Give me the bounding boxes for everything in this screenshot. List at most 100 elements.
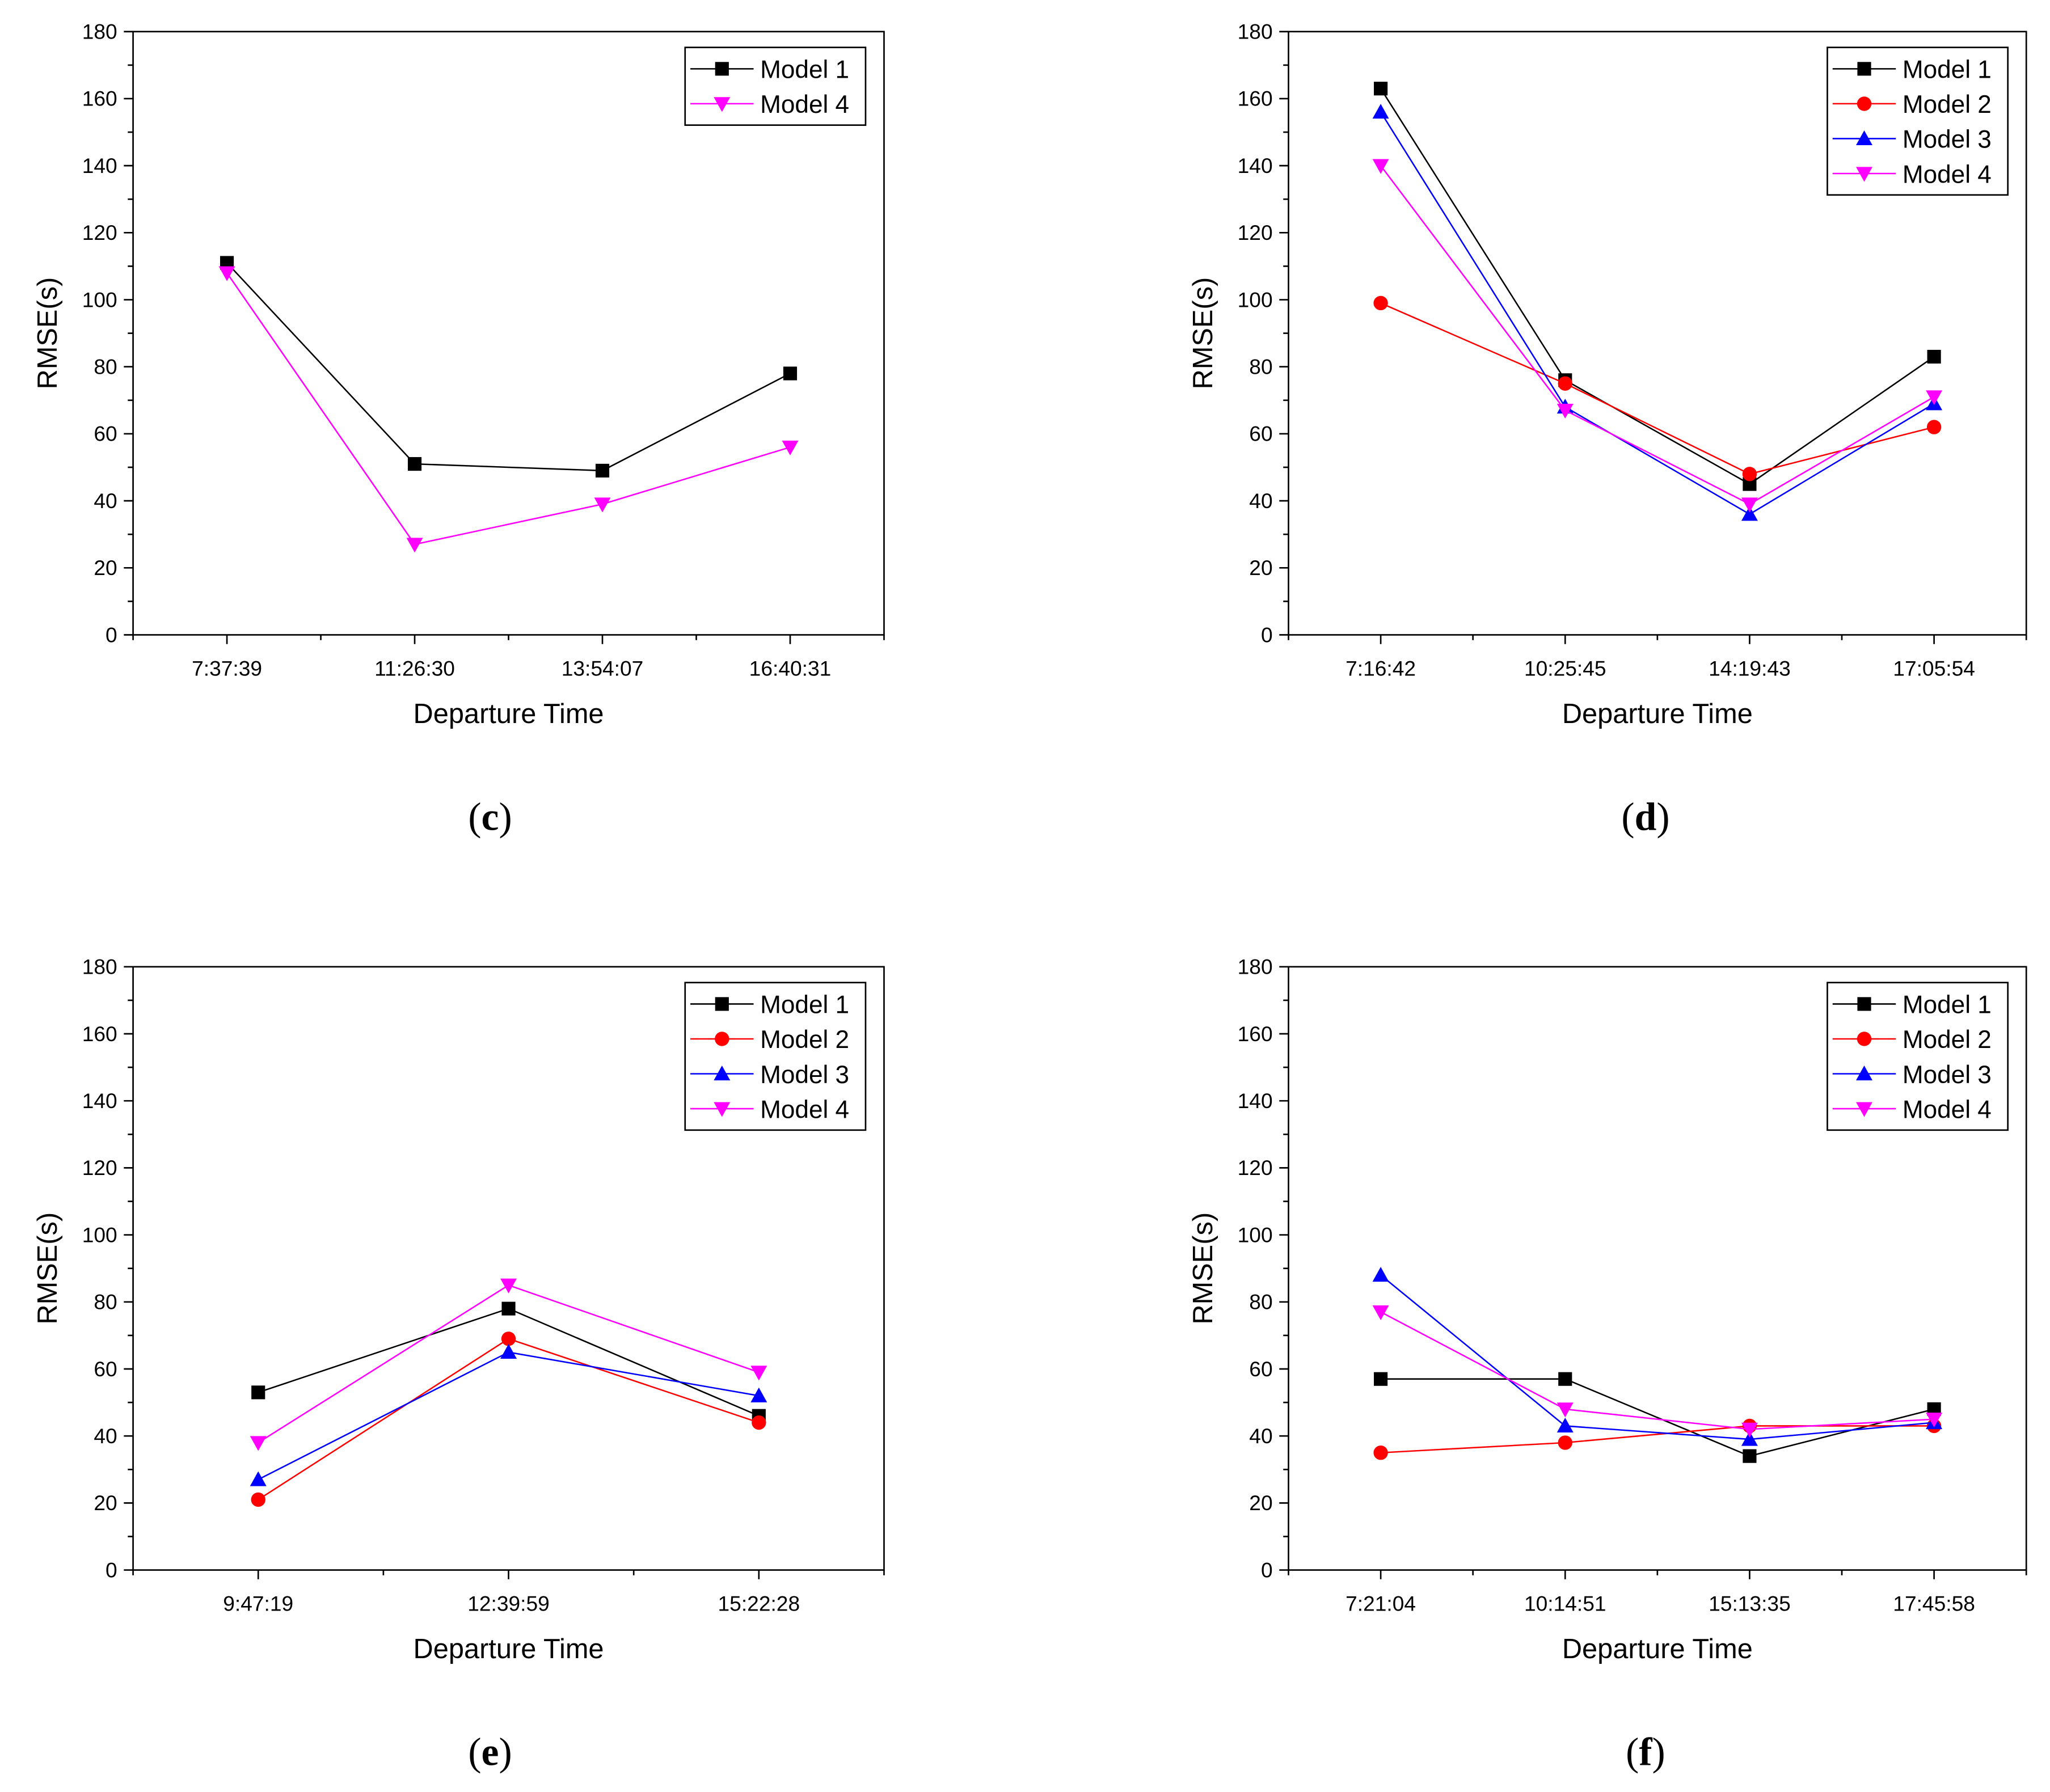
y-tick-label: 20 bbox=[94, 1491, 117, 1515]
y-tick-label: 0 bbox=[1261, 623, 1273, 646]
panel-caption: (c) bbox=[468, 795, 512, 839]
x-tick-label: 12:39:59 bbox=[467, 1592, 550, 1616]
legend-label: Model 4 bbox=[760, 91, 849, 119]
chart-panel-e: 0 20 40 60 80 100 120 140 160 180 9:47:19 12:39:59 1… bbox=[32, 955, 885, 1774]
data-point bbox=[752, 1415, 766, 1430]
caption-paren-open: ( bbox=[1626, 1730, 1639, 1774]
x-tick-label: 10:25:45 bbox=[1524, 657, 1606, 681]
data-point bbox=[1557, 1402, 1574, 1418]
chart-panel-c: 0 20 40 60 80 100 120 140 160 180 7:37:39 11:26:30 1… bbox=[32, 20, 885, 839]
series-model-1 bbox=[251, 1301, 766, 1423]
series-line bbox=[226, 272, 791, 546]
data-point bbox=[1742, 467, 1757, 481]
legend-marker bbox=[715, 997, 729, 1011]
legend-item: Model 4 bbox=[1832, 160, 1992, 188]
data-point bbox=[750, 1366, 767, 1381]
x-tick-label: 14:19:43 bbox=[1709, 657, 1791, 681]
data-point bbox=[1926, 1413, 1943, 1428]
x-tick-label: 13:54:07 bbox=[562, 657, 644, 681]
panel-caption: (e) bbox=[468, 1730, 512, 1774]
data-point bbox=[594, 497, 611, 513]
data-point bbox=[501, 1301, 516, 1316]
legend-marker bbox=[1857, 997, 1871, 1011]
data-point bbox=[218, 266, 235, 281]
data-point bbox=[407, 457, 422, 471]
data-point bbox=[1557, 1417, 1574, 1433]
data-point bbox=[1558, 1372, 1572, 1386]
y-tick-label: 40 bbox=[94, 1424, 117, 1448]
data-point bbox=[1373, 295, 1388, 311]
panel-caption: (d) bbox=[1621, 795, 1669, 839]
caption-letter: e bbox=[482, 1730, 499, 1774]
data-point bbox=[251, 1492, 265, 1507]
y-tick-label: 80 bbox=[94, 1290, 117, 1314]
legend-label: Model 3 bbox=[1903, 126, 1992, 154]
y-tick-label: 120 bbox=[1238, 1156, 1273, 1180]
panel-caption: (f) bbox=[1626, 1730, 1665, 1774]
y-tick-label: 0 bbox=[1261, 1558, 1273, 1582]
legend-marker bbox=[1856, 130, 1873, 146]
x-tick-label: 9:47:19 bbox=[223, 1592, 293, 1616]
series-line bbox=[258, 1308, 760, 1417]
x-axis-label: Departure Time bbox=[413, 699, 604, 729]
y-axis-label: RMSE(s) bbox=[1188, 277, 1218, 390]
data-point bbox=[500, 1343, 517, 1359]
legend-label: Model 3 bbox=[1903, 1061, 1992, 1089]
x-axis-label: Departure Time bbox=[1562, 1634, 1753, 1664]
data-point bbox=[1557, 403, 1574, 419]
data-point bbox=[1372, 159, 1389, 174]
data-point bbox=[250, 1436, 267, 1451]
data-point bbox=[750, 1387, 767, 1402]
legend-label: Model 4 bbox=[1903, 1096, 1992, 1123]
y-axis-label: RMSE(s) bbox=[1188, 1212, 1218, 1325]
series-line bbox=[1380, 111, 1935, 515]
legend-label: Model 4 bbox=[1903, 160, 1992, 188]
x-tick-label: 16:40:31 bbox=[749, 657, 832, 681]
legend-label: Model 3 bbox=[760, 1061, 849, 1089]
data-point bbox=[595, 463, 610, 478]
legend-label: Model 1 bbox=[1903, 56, 1992, 84]
caption-paren-open: ( bbox=[1621, 795, 1634, 839]
data-point bbox=[1374, 1372, 1388, 1386]
x-tick-label: 7:16:42 bbox=[1345, 657, 1416, 681]
legend-item: Model 4 bbox=[690, 91, 849, 119]
data-point bbox=[1741, 506, 1758, 521]
y-tick-label: 160 bbox=[82, 87, 117, 111]
legend-marker bbox=[1857, 1032, 1872, 1046]
legend-item: Model 1 bbox=[690, 991, 849, 1019]
y-tick-label: 120 bbox=[82, 1156, 117, 1180]
data-point bbox=[1926, 420, 1942, 434]
legend-label: Model 2 bbox=[1903, 91, 1992, 119]
series-model-1 bbox=[220, 256, 798, 478]
legend-item: Model 2 bbox=[690, 1026, 849, 1054]
y-tick-label: 60 bbox=[94, 422, 117, 446]
x-axis-label: Departure Time bbox=[413, 1634, 604, 1664]
data-point bbox=[1741, 497, 1758, 513]
series-line bbox=[258, 1338, 760, 1501]
series-model-2 bbox=[1373, 1418, 1942, 1460]
data-point bbox=[1374, 82, 1388, 96]
series-line bbox=[1380, 302, 1934, 475]
legend-marker bbox=[714, 1102, 731, 1117]
legend: Model 1 Model 2 Model 3 Model 4 bbox=[684, 982, 867, 1131]
data-point bbox=[1373, 1446, 1388, 1460]
y-axis-label: RMSE(s) bbox=[32, 277, 63, 390]
series-model-4 bbox=[1372, 159, 1943, 513]
x-tick-label: 10:14:51 bbox=[1524, 1592, 1606, 1616]
y-tick-label: 160 bbox=[1238, 87, 1273, 111]
legend: Model 1 Model 2 Model 3 Model 4 bbox=[1827, 47, 2009, 196]
legend-item: Model 3 bbox=[1832, 1061, 1992, 1089]
data-point bbox=[1743, 1449, 1757, 1463]
legend: Model 1 Model 2 Model 3 Model 4 bbox=[1827, 982, 2009, 1131]
legend-label: Model 1 bbox=[1903, 991, 1992, 1019]
x-tick-label: 7:21:04 bbox=[1345, 1592, 1416, 1616]
y-tick-label: 20 bbox=[94, 556, 117, 580]
legend-marker bbox=[715, 1032, 729, 1046]
data-point bbox=[1927, 349, 1941, 364]
series-line bbox=[258, 1351, 760, 1481]
y-tick-label: 80 bbox=[1249, 1290, 1272, 1314]
y-tick-label: 100 bbox=[1238, 288, 1273, 311]
series-line bbox=[1380, 1274, 1934, 1440]
data-point bbox=[406, 538, 423, 553]
chart-panel-f: 0 20 40 60 80 100 120 140 160 180 7:21:04 10:14:51 1… bbox=[1188, 955, 2027, 1774]
